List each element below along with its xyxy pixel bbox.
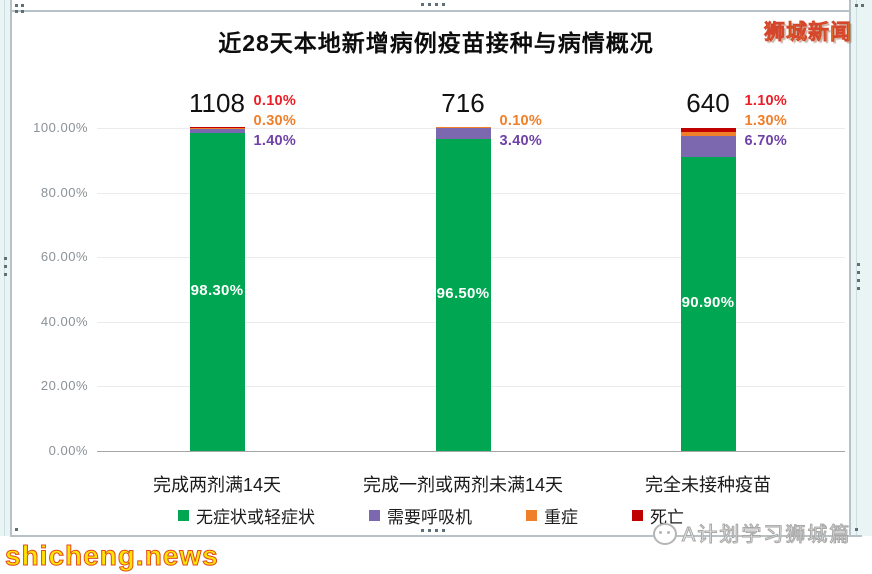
bar-side-label: 0.10% xyxy=(499,113,543,129)
bar-percentage-label: 96.50% xyxy=(436,285,490,303)
legend-label: 死亡 xyxy=(650,507,684,527)
bar-side-label: 1.30% xyxy=(744,113,788,129)
bar-segment-需要呼吸机 xyxy=(189,128,245,134)
bar-side-label: 1.40% xyxy=(253,133,297,149)
bar-side-label: 1.10% xyxy=(744,93,788,109)
bar-segment-无症状或轻症状: 96.50% xyxy=(435,139,491,451)
frame-line-bottom xyxy=(10,535,862,537)
legend-swatch-icon xyxy=(369,509,380,521)
legend-label: 无症状或轻症状 xyxy=(196,507,315,527)
bar-side-label: 3.40% xyxy=(499,133,543,149)
legend-item: 需要呼吸机 xyxy=(369,503,472,528)
legend-label: 重症 xyxy=(544,507,578,527)
y-axis-tick-label: 100.00% xyxy=(33,120,88,135)
x-axis-category-label: 完成一剂或两剂未满14天 xyxy=(362,475,564,495)
watermark-channel-name: A计划学习狮城篇 xyxy=(681,524,852,547)
bar-segment-死亡 xyxy=(189,126,245,128)
y-axis-tick-label: 40.00% xyxy=(40,313,88,329)
x-axis-category-label: 完全未接种疫苗 xyxy=(645,475,771,495)
legend-label: 需要呼吸机 xyxy=(387,507,472,527)
y-axis-tick-label: 0.00% xyxy=(48,443,88,458)
legend-swatch-icon xyxy=(178,509,189,521)
bar-total-label: 640 xyxy=(686,88,730,118)
face-icon xyxy=(653,523,677,545)
bar-segment-死亡 xyxy=(680,128,736,132)
frame-line-right xyxy=(849,0,851,536)
bar-total-label: 1108 xyxy=(189,88,245,118)
watermark-site-name: 狮城新闻 xyxy=(764,21,852,45)
legend-item: 无症状或轻症状 xyxy=(178,503,315,528)
frame-line-left xyxy=(10,0,12,536)
bar-percentage-label: 90.90% xyxy=(681,294,735,312)
legend-swatch-icon xyxy=(632,509,643,521)
frame-line-inner-left xyxy=(4,0,5,536)
y-axis-tick-label: 20.00% xyxy=(40,378,88,394)
y-axis-tick-label: 80.00% xyxy=(40,184,88,200)
bar-segment-重症 xyxy=(435,127,491,129)
bar-segment-需要呼吸机 xyxy=(435,128,491,140)
frame-line-top xyxy=(10,10,851,12)
bar-total-label: 716 xyxy=(441,88,485,118)
bar-segment-重症 xyxy=(680,131,736,136)
bar-segment-需要呼吸机 xyxy=(680,135,736,158)
watermark-site-url: shicheng.news xyxy=(5,540,219,572)
legend-item: 重症 xyxy=(526,503,578,528)
legend-item: 死亡 xyxy=(632,503,684,528)
bar-percentage-label: 98.30% xyxy=(190,282,244,300)
bar-segment-重症 xyxy=(189,127,245,129)
x-axis-category-label: 完成两剂满14天 xyxy=(152,475,282,495)
bar-segment-无症状或轻症状: 90.90% xyxy=(680,157,736,451)
bar-side-label: 0.10% xyxy=(253,93,297,109)
bar-side-label: 0.30% xyxy=(253,113,297,129)
bar-side-label: 6.70% xyxy=(744,133,788,149)
x-axis-baseline xyxy=(97,451,845,452)
bar-segment-无症状或轻症状: 98.30% xyxy=(189,133,245,451)
frame-line-inner-right xyxy=(856,0,857,536)
y-axis-tick-label: 60.00% xyxy=(40,249,88,265)
frame-strip-left xyxy=(0,0,10,536)
chart-title: 近28天本地新增病例疫苗接种与病情概况 xyxy=(218,30,654,56)
legend: 无症状或轻症状 需要呼吸机 重症 死亡 xyxy=(50,503,812,527)
legend-swatch-icon xyxy=(526,509,537,521)
